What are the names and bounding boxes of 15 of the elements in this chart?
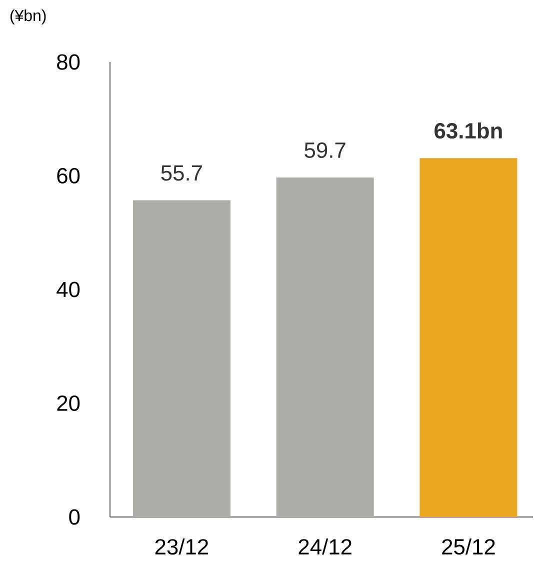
- bar: [133, 200, 231, 517]
- y-tick-label: 20: [57, 395, 80, 412]
- data-label: 63.1bn: [434, 122, 502, 139]
- y-tick-label: 0: [69, 509, 80, 525]
- x-tick-label: 25/12: [442, 538, 495, 555]
- y-tick-label: 60: [57, 168, 80, 184]
- x-tick-label: 23/12: [156, 538, 208, 555]
- y-tick-label: 80: [57, 54, 80, 70]
- data-label: 55.7: [161, 165, 202, 181]
- y-axis-title: (¥bn): [10, 10, 46, 24]
- bar: [276, 177, 374, 517]
- bar: [420, 158, 518, 517]
- y-tick-label: 40: [56, 282, 80, 298]
- data-label: 59.7: [304, 142, 346, 158]
- x-tick-label: 24/12: [298, 538, 352, 555]
